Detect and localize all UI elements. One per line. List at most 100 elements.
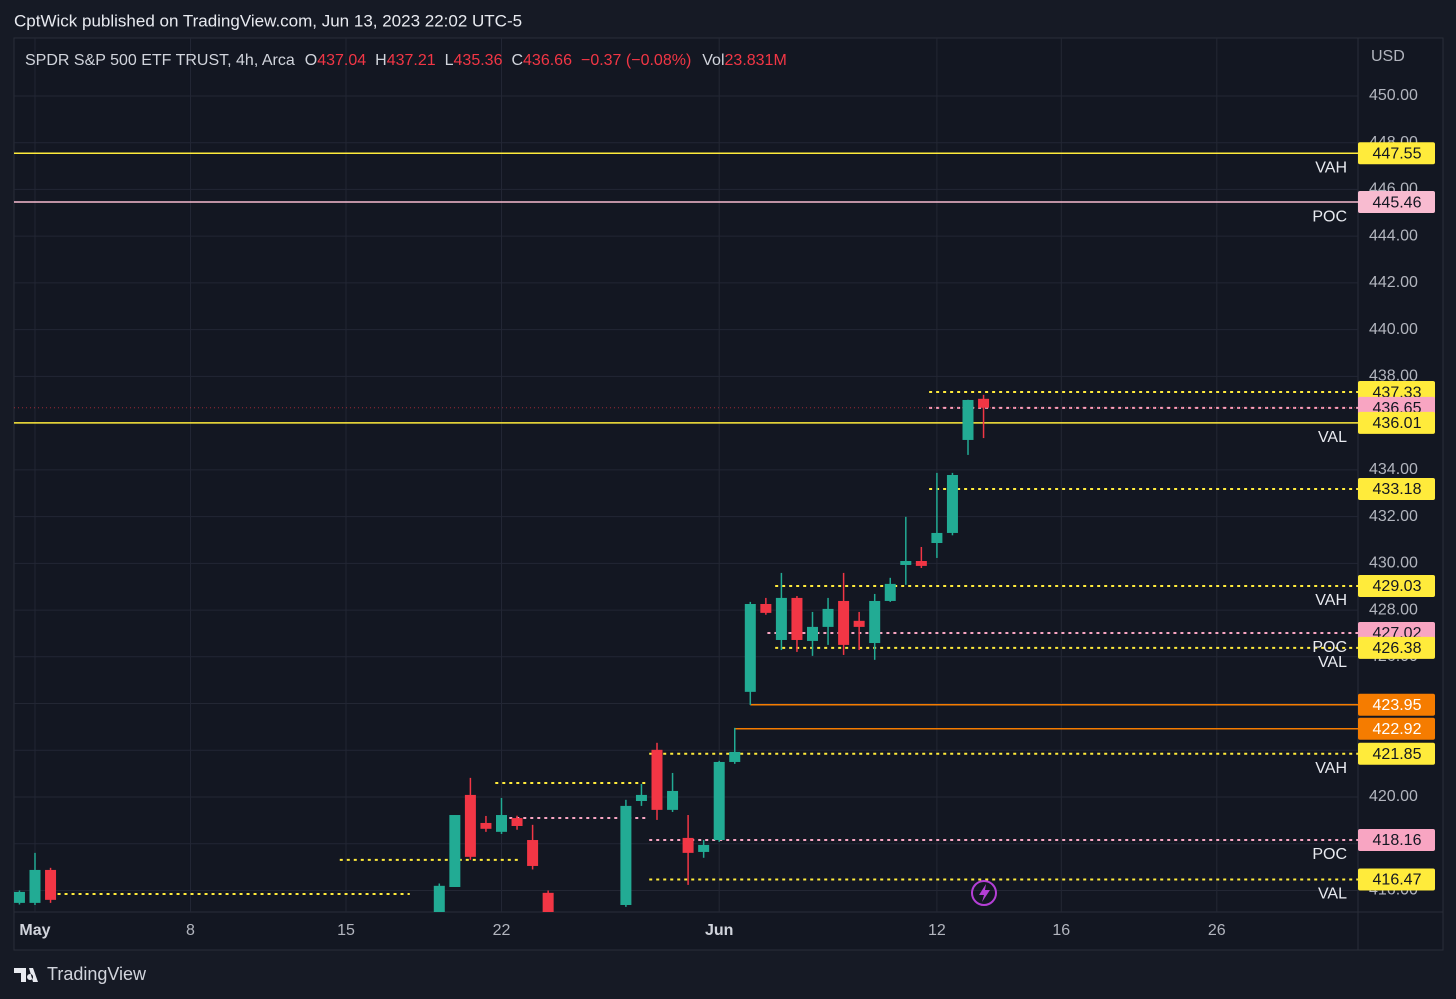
level-tag: VAH [1315, 760, 1347, 777]
price-label-bg [1358, 829, 1435, 852]
legend-key: O [305, 52, 317, 69]
candle-body [45, 869, 57, 900]
candle-body [713, 761, 725, 841]
level-tag: POC [1312, 846, 1347, 863]
x-tick-label: 26 [1208, 922, 1226, 939]
price-label: 416.47 [1373, 872, 1422, 889]
price-label: 423.95 [1373, 697, 1422, 714]
candle-body [495, 815, 507, 832]
chart-frame [13, 37, 1444, 951]
candle-body [480, 822, 492, 829]
price-label: 426.38 [1373, 640, 1422, 657]
candle-body [651, 749, 663, 810]
price-label: 433.18 [1373, 481, 1422, 498]
candle-body [853, 620, 865, 627]
brand-name: TradingView [47, 964, 147, 984]
price-label-bg [1358, 478, 1435, 501]
level-tag: VAL [1318, 886, 1347, 903]
candle-body [511, 818, 523, 827]
candle-body [635, 794, 647, 801]
price-label-bg [1358, 575, 1435, 598]
y-tick-label: 420.00 [1369, 788, 1418, 805]
candle-body [464, 794, 476, 857]
candle-body [449, 815, 461, 887]
candle-body [869, 600, 881, 644]
legend: SPDR S&P 500 ETF TRUST, 4h, Arca O437.04 H… [25, 52, 787, 69]
candle-body [946, 475, 958, 533]
level-tag: POC [1312, 639, 1347, 656]
x-tick-label: May [19, 922, 50, 939]
candle-body [775, 597, 787, 640]
candle-body [667, 790, 679, 810]
x-tick-label: 12 [928, 922, 946, 939]
price-label: 421.85 [1373, 746, 1422, 763]
legend-key: L [445, 52, 454, 69]
candle-body [29, 869, 41, 903]
candle-body [527, 840, 539, 866]
legend-value: 23.831M [725, 52, 787, 69]
price-label-bg [1358, 636, 1435, 659]
y-tick-label: 428.00 [1369, 601, 1418, 618]
candle-body [744, 603, 756, 692]
price-label: 418.16 [1373, 832, 1422, 849]
candle-body [838, 600, 850, 645]
y-tick-label: 444.00 [1369, 227, 1418, 244]
x-tick-label: 16 [1052, 922, 1070, 939]
candle-body [433, 885, 445, 912]
logo-mark [14, 968, 38, 982]
y-tick-label: 450.00 [1369, 87, 1418, 104]
y-tick-label: 432.00 [1369, 508, 1418, 525]
candle-body [620, 805, 632, 905]
legend-key: H [375, 52, 387, 69]
legend-key: Vol [702, 52, 724, 69]
publish-info: CptWick published on TradingView.com, Ju… [14, 11, 522, 30]
alert-icon[interactable] [971, 880, 997, 906]
price-label-bg [1358, 191, 1435, 214]
price-label: 429.03 [1373, 578, 1422, 595]
price-label-bg [1358, 717, 1435, 740]
candle-body [915, 560, 927, 566]
level-tag: VAL [1318, 429, 1347, 446]
price-label-bg [1358, 142, 1435, 165]
candle-body [791, 597, 803, 640]
price-label-bg [1358, 411, 1435, 434]
legend-symbol: SPDR S&P 500 ETF TRUST, 4h, Arca [25, 52, 295, 69]
candle-body [542, 892, 554, 912]
price-label-bg [1358, 693, 1435, 716]
x-tick-label: 22 [493, 922, 511, 939]
alert-bolt[interactable] [979, 884, 990, 902]
alert-circle[interactable] [971, 880, 997, 906]
legend-value: 437.04 [317, 52, 366, 69]
legend-value: 436.66 [523, 52, 572, 69]
candle-body [682, 837, 694, 853]
candle-body [900, 560, 912, 565]
legend-value: 435.36 [454, 52, 503, 69]
level-tag: VAH [1315, 159, 1347, 176]
currency: USD [1371, 48, 1405, 65]
candle-body [978, 398, 990, 408]
candle-body [698, 844, 710, 852]
level-tag: VAL [1318, 654, 1347, 671]
price-label-bg [1358, 742, 1435, 765]
x-tick-label: Jun [705, 922, 733, 939]
x-tick-label: 8 [186, 922, 195, 939]
legend-value: 437.21 [387, 52, 436, 69]
candle-body [729, 751, 741, 762]
candle-body [822, 608, 834, 627]
price-label: 445.46 [1373, 194, 1422, 211]
candle-body [931, 532, 943, 544]
y-tick-label: 434.00 [1369, 461, 1418, 478]
legend-key: C [511, 52, 523, 69]
legend-change: −0.37 (−0.08%) [581, 52, 691, 69]
axes: 416.00418.00420.00422.00424.00426.00428.… [19, 87, 1435, 939]
x-tick-label: 15 [337, 922, 355, 939]
y-tick-label: 440.00 [1369, 321, 1418, 338]
price-label-bg [1358, 868, 1435, 891]
y-tick-label: 438.00 [1369, 368, 1418, 385]
y-tick-label: 442.00 [1369, 274, 1418, 291]
price-label: 422.92 [1373, 721, 1422, 738]
y-tick-label: 430.00 [1369, 555, 1418, 572]
candle-body [884, 583, 896, 601]
level-tag: POC [1312, 208, 1347, 225]
